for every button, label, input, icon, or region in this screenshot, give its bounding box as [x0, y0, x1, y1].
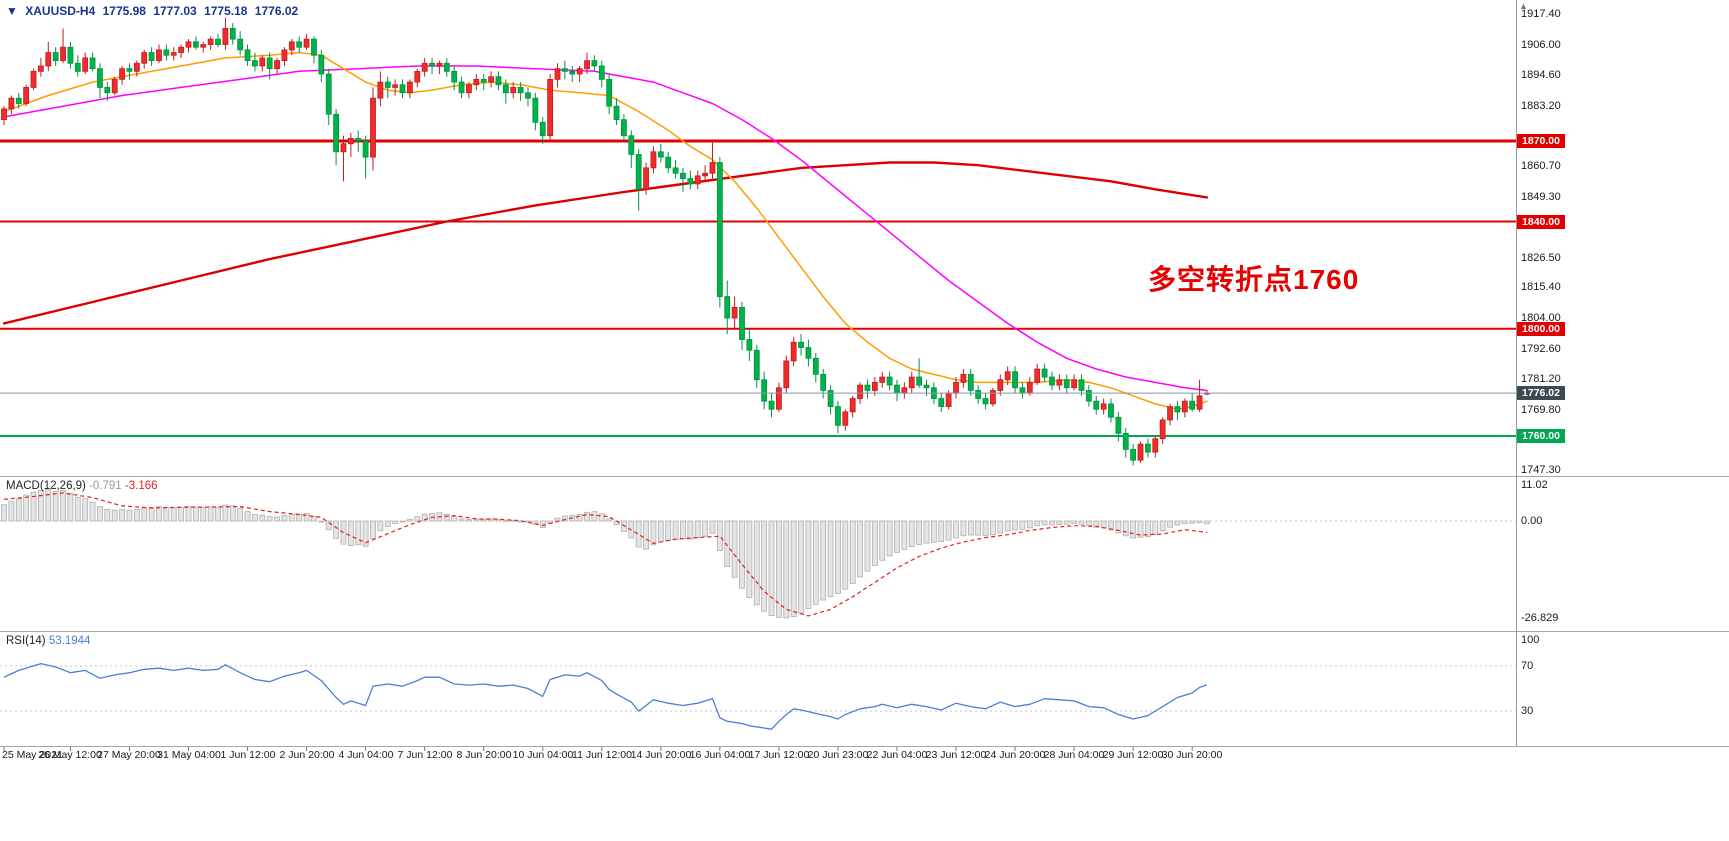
price-axis-label: 1804.00	[1521, 312, 1561, 324]
macd-axis-label: 0.00	[1521, 515, 1543, 527]
macd-signal-line	[3, 492, 1207, 617]
macd-signal-value: -3.166	[124, 480, 158, 492]
price-axis-label: 1747.30	[1521, 464, 1561, 476]
ohlc-open: 1775.98	[102, 4, 146, 18]
time-axis-label: 26 May 12:00	[38, 749, 102, 761]
ohlc-low: 1775.18	[204, 4, 248, 18]
time-axis-label: 28 Jun 04:00	[1043, 749, 1105, 761]
time-axis-label: 11 Jun 12:00	[572, 749, 632, 761]
time-axis-label: 22 Jun 04:00	[866, 749, 928, 761]
candlestick-series	[1, 17, 1210, 466]
time-axis-label: 16 Jun 04:00	[689, 749, 751, 761]
macd-name: MACD(12,26,9)	[6, 480, 86, 492]
rsi-line	[3, 662, 1208, 730]
time-axis-label: 31 May 04:00	[157, 749, 221, 761]
macd-indicator-label: MACD(12,26,9) -0.791 -3.166	[6, 480, 158, 492]
time-axis-label: 27 May 20:00	[97, 749, 161, 761]
rsi-value: 53.1944	[48, 635, 91, 647]
price-axis-label: 1917.40	[1521, 8, 1561, 20]
level-price-badge: 1870.00	[1517, 134, 1565, 148]
time-axis-label: 25 May 2021	[2, 749, 63, 761]
time-axis-label: 20 Jun 23:00	[807, 749, 869, 761]
time-axis-label: 2 Jun 20:00	[279, 749, 335, 761]
level-price-badge: 1760.00	[1517, 429, 1565, 443]
price-axis-label: 1781.20	[1521, 373, 1561, 385]
ohlc-high: 1777.03	[153, 4, 197, 18]
macd-axis-label: 11.02	[1521, 479, 1548, 491]
rsi-axis-label: 30	[1521, 705, 1534, 717]
price-axis-label: 1860.70	[1521, 160, 1561, 172]
rsi-name: RSI(14)	[6, 635, 46, 647]
time-axis-label: 14 Jun 20:00	[630, 749, 692, 761]
ma-medium-line	[3, 65, 1208, 392]
ohlc-close: 1776.02	[254, 4, 299, 18]
time-axis-label: 4 Jun 04:00	[338, 749, 394, 761]
price-axis-label: 1815.40	[1521, 281, 1561, 293]
rsi-indicator-label: RSI(14) 53.1944	[6, 635, 90, 647]
chart-header: ▼ XAUUSD-H4 1775.98 1777.03 1775.18 1776…	[6, 4, 302, 18]
price-axis-label: 1883.20	[1521, 100, 1561, 112]
level-price-badge: 1800.00	[1517, 322, 1565, 336]
time-axis-label: 17 Jun 12:00	[748, 749, 810, 761]
price-axis-label: 1894.60	[1521, 69, 1561, 81]
moving-averages	[2, 51, 1209, 410]
time-axis-label: 29 Jun 12:00	[1102, 749, 1164, 761]
time-axis-label: 30 Jun 20:00	[1161, 749, 1223, 761]
price-axis-label: 1826.50	[1521, 252, 1561, 264]
level-price-badge: 1840.00	[1517, 215, 1565, 229]
time-axis-label: 7 Jun 12:00	[397, 749, 453, 761]
symbol-label: XAUUSD-H4	[25, 4, 96, 18]
collapse-icon[interactable]: ▼	[6, 4, 18, 18]
ma-fast-line	[3, 51, 1208, 410]
time-axis-label: 10 Jun 04:00	[512, 749, 574, 761]
chart-annotation: 多空转折点1760	[1148, 264, 1360, 295]
time-axis-label: 24 Jun 20:00	[984, 749, 1046, 761]
scroll-up-icon[interactable]: ▲	[1519, 1, 1528, 11]
rsi-axis-label: 70	[1521, 660, 1534, 672]
time-axis-label: 8 Jun 20:00	[456, 749, 512, 761]
macd-axis-label: -26.829	[1521, 612, 1559, 624]
time-axis-label: 23 Jun 12:00	[925, 749, 987, 761]
level-lines	[0, 139, 1516, 438]
macd-histogram	[1, 488, 1210, 619]
time-axis-label: 1 Jun 12:00	[220, 749, 276, 761]
ma-slow-line	[2, 161, 1209, 325]
rsi-axis-label: 100	[1521, 634, 1540, 646]
price-axis-label: 1769.80	[1521, 404, 1561, 416]
current-price-badge: 1776.02	[1517, 386, 1565, 400]
macd-main-value: -0.791	[89, 480, 122, 492]
price-axis-label: 1849.30	[1521, 191, 1561, 203]
price-axis-label: 1792.60	[1521, 343, 1561, 355]
price-axis-label: 1906.00	[1521, 39, 1561, 51]
